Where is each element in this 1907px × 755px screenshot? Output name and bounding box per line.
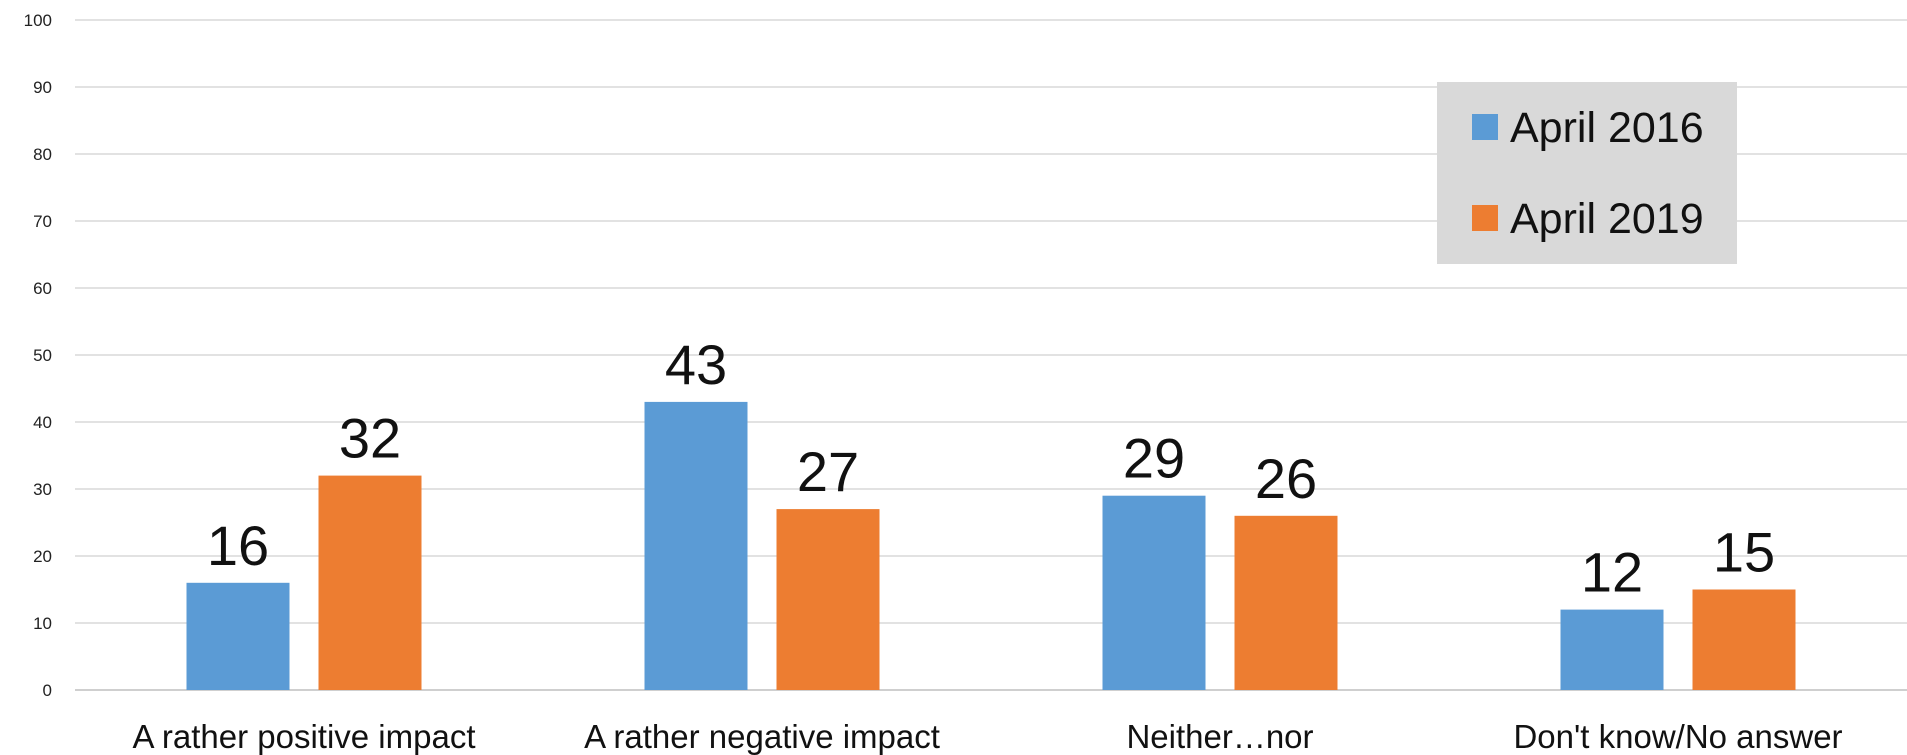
legend-box (1437, 82, 1737, 264)
bar (1234, 515, 1338, 690)
y-tick-label: 30 (33, 480, 52, 499)
bar (318, 475, 422, 690)
bar (186, 582, 290, 690)
data-label: 16 (207, 514, 269, 577)
legend-swatch (1472, 114, 1498, 140)
y-tick-label: 50 (33, 346, 52, 365)
y-tick-label: 10 (33, 614, 52, 633)
data-label: 27 (797, 440, 859, 503)
x-tick-label: A rather positive impact (133, 718, 476, 755)
y-tick-label: 60 (33, 279, 52, 298)
y-tick-label: 100 (24, 11, 52, 30)
data-labels: 16 32 43 27 29 26 12 15 (207, 333, 1775, 604)
y-tick-label: 40 (33, 413, 52, 432)
x-tick-label: Neither…nor (1126, 718, 1313, 755)
data-label: 15 (1713, 521, 1775, 584)
bar (776, 509, 880, 690)
bar (1102, 495, 1206, 690)
y-tick-label: 20 (33, 547, 52, 566)
bar (644, 401, 748, 690)
legend-swatch (1472, 205, 1498, 231)
y-tick-label: 90 (33, 78, 52, 97)
x-tick-label: A rather negative impact (584, 718, 940, 755)
legend-label: April 2016 (1510, 104, 1704, 152)
data-label: 43 (665, 333, 727, 396)
data-label: 26 (1255, 447, 1317, 510)
x-axis-ticks: A rather positive impact A rather negativ… (133, 718, 1843, 755)
y-tick-label: 80 (33, 145, 52, 164)
y-tick-label: 0 (43, 681, 52, 700)
data-label: 29 (1123, 427, 1185, 490)
legend: April 2016 April 2019 (1437, 82, 1737, 264)
bar (1560, 609, 1664, 690)
x-tick-label: Don't know/No answer (1513, 718, 1842, 755)
y-tick-label: 70 (33, 212, 52, 231)
data-label: 12 (1581, 541, 1643, 604)
bars (186, 401, 1796, 690)
legend-label: April 2019 (1510, 195, 1704, 243)
y-axis-ticks: 0 10 20 30 40 50 60 70 80 90 100 (24, 11, 52, 700)
data-label: 32 (339, 407, 401, 470)
bar (1692, 589, 1796, 690)
